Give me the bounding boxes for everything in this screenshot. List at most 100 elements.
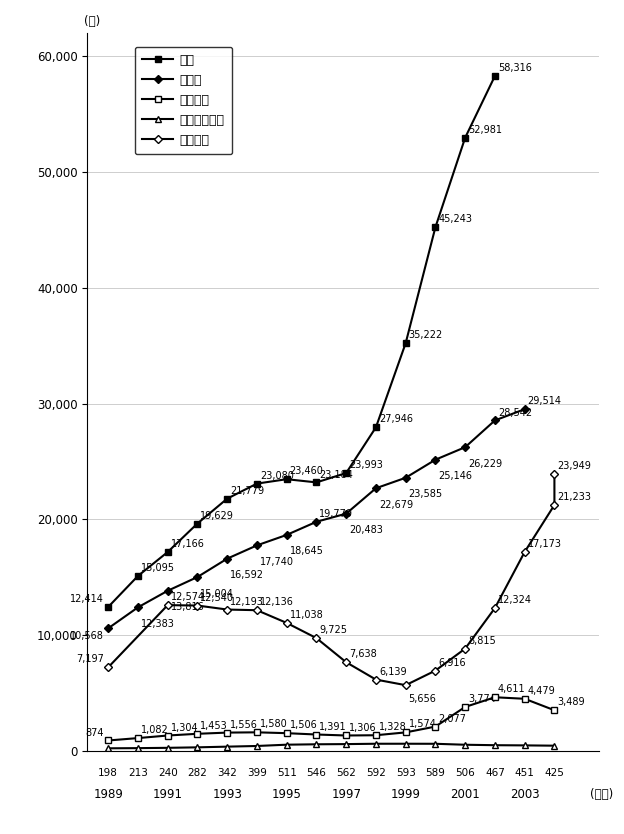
- Text: 4,611: 4,611: [498, 685, 525, 695]
- Text: 11,038: 11,038: [290, 610, 323, 620]
- 高等専門学校: [372, 739, 379, 749]
- Text: 28,542: 28,542: [498, 408, 532, 418]
- 高等専門学校: [550, 741, 558, 751]
- Text: 1,328: 1,328: [379, 722, 407, 732]
- 短期大学: [491, 692, 499, 702]
- Text: 6,916: 6,916: [439, 658, 466, 668]
- 学部: [432, 222, 439, 232]
- 大学院: [253, 540, 261, 550]
- Text: 23,993: 23,993: [349, 460, 383, 470]
- 短期大学: [134, 733, 142, 743]
- 大学院: [104, 623, 112, 633]
- Text: 21,779: 21,779: [230, 485, 265, 495]
- 高等専門学校: [283, 740, 290, 750]
- 大学院: [223, 554, 231, 564]
- 短期大学: [104, 736, 112, 746]
- Text: 2,077: 2,077: [439, 714, 466, 724]
- Text: 20,483: 20,483: [349, 525, 383, 535]
- 学部: [372, 422, 379, 432]
- 専門学校: [432, 666, 439, 676]
- 高等専門学校: [461, 740, 469, 750]
- 短期大学: [402, 727, 409, 737]
- Text: 12,324: 12,324: [498, 595, 532, 605]
- Text: 198: 198: [98, 768, 118, 778]
- 学部: [283, 475, 290, 485]
- Text: 23,080: 23,080: [260, 470, 294, 480]
- Text: 1,391: 1,391: [319, 721, 347, 731]
- Text: 399: 399: [247, 768, 267, 778]
- 高等専門学校: [432, 739, 439, 749]
- Text: 593: 593: [396, 768, 416, 778]
- 大学院: [491, 415, 499, 425]
- 専門学校: [253, 605, 261, 615]
- 高等専門学校: [491, 741, 499, 751]
- Text: 213: 213: [128, 768, 148, 778]
- Text: 1,506: 1,506: [290, 721, 318, 731]
- 短期大学: [372, 731, 379, 741]
- 学部: [253, 479, 261, 489]
- Text: 1989: 1989: [93, 787, 123, 801]
- Text: 23,949: 23,949: [557, 460, 592, 470]
- 専門学校: [313, 633, 320, 643]
- Text: 7,638: 7,638: [349, 650, 377, 660]
- Text: 45,243: 45,243: [439, 214, 472, 224]
- Text: 18,645: 18,645: [290, 546, 323, 556]
- 短期大学: [193, 729, 201, 739]
- Legend: 学部, 大学院, 短期大学, 高等専門学校, 専門学校: 学部, 大学院, 短期大学, 高等専門学校, 専門学校: [135, 47, 232, 154]
- 学部: [491, 71, 499, 81]
- Text: 25,146: 25,146: [439, 471, 472, 481]
- Text: 12,136: 12,136: [260, 597, 294, 607]
- 高等専門学校: [104, 743, 112, 753]
- 大学院: [521, 404, 529, 414]
- Text: 1991: 1991: [153, 787, 183, 801]
- 専門学校: [104, 662, 112, 672]
- 高等専門学校: [134, 743, 142, 753]
- Line: 学部: 学部: [105, 73, 498, 610]
- 大学院: [164, 585, 172, 595]
- 学部: [134, 571, 142, 581]
- Text: 12,414: 12,414: [70, 594, 104, 604]
- Text: 2001: 2001: [451, 787, 480, 801]
- Text: 23,460: 23,460: [290, 466, 323, 476]
- Text: 1,082: 1,082: [141, 726, 168, 736]
- 高等専門学校: [223, 741, 231, 751]
- Text: 1,304: 1,304: [170, 722, 198, 732]
- 専門学校: [343, 657, 350, 667]
- Text: 240: 240: [158, 768, 178, 778]
- 大学院: [313, 517, 320, 527]
- Text: 52,981: 52,981: [468, 125, 502, 135]
- Text: 1,306: 1,306: [349, 722, 377, 732]
- 専門学校: [164, 600, 172, 610]
- 短期大学: [253, 727, 261, 737]
- 大学院: [283, 530, 290, 540]
- Text: 3,774: 3,774: [468, 694, 496, 704]
- 高等専門学校: [164, 743, 172, 753]
- 学部: [313, 477, 320, 487]
- 大学院: [402, 473, 409, 483]
- Text: 2003: 2003: [510, 787, 540, 801]
- Text: 12,540: 12,540: [200, 593, 235, 603]
- Text: 1999: 1999: [391, 787, 421, 801]
- Text: 1993: 1993: [212, 787, 242, 801]
- Text: 16,592: 16,592: [230, 570, 264, 580]
- Text: 22,679: 22,679: [379, 500, 413, 510]
- 専門学校: [193, 600, 201, 610]
- Text: 467: 467: [485, 768, 505, 778]
- 専門学校: [550, 469, 558, 479]
- 高等専門学校: [343, 739, 350, 749]
- Text: 9,725: 9,725: [319, 626, 348, 636]
- 短期大学: [550, 706, 558, 716]
- 短期大学: [283, 728, 290, 738]
- 大学院: [343, 509, 350, 519]
- Text: 1,453: 1,453: [200, 721, 228, 731]
- 大学院: [193, 572, 201, 582]
- Text: 511: 511: [276, 768, 296, 778]
- 短期大学: [432, 721, 439, 731]
- 大学院: [432, 455, 439, 465]
- 短期大学: [343, 731, 350, 741]
- Text: 8,815: 8,815: [468, 636, 496, 646]
- Text: 12,383: 12,383: [141, 619, 175, 629]
- Line: 短期大学: 短期大学: [105, 694, 557, 744]
- Text: 23,585: 23,585: [409, 490, 443, 500]
- Text: 589: 589: [426, 768, 446, 778]
